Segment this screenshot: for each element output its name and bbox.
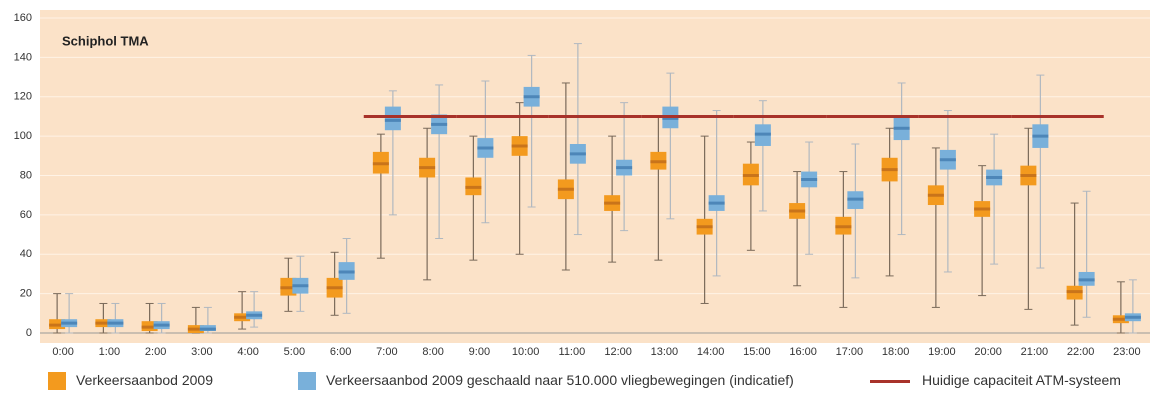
x-tick-label: 17:00 — [836, 346, 864, 358]
legend-swatch — [298, 372, 316, 390]
legend-swatch — [48, 372, 66, 390]
x-tick-label: 2:00 — [145, 346, 166, 358]
x-tick-label: 10:00 — [512, 346, 540, 358]
x-tick-label: 12:00 — [604, 346, 632, 358]
x-tick-label: 3:00 — [191, 346, 212, 358]
plot-background — [40, 10, 1150, 343]
y-tick-label: 20 — [20, 288, 32, 300]
chart-title: Schiphol TMA — [62, 33, 149, 48]
x-tick-label: 5:00 — [284, 346, 305, 358]
y-tick-label: 80 — [20, 169, 32, 181]
x-tick-label: 13:00 — [651, 346, 679, 358]
y-tick-label: 0 — [26, 327, 32, 339]
x-tick-label: 16:00 — [789, 346, 817, 358]
x-tick-label: 7:00 — [376, 346, 397, 358]
y-tick-label: 100 — [14, 130, 32, 142]
y-tick-label: 120 — [14, 91, 32, 103]
legend-label: Verkeersaanbod 2009 geschaald naar 510.0… — [326, 372, 794, 388]
legend-label: Huidige capaciteit ATM-systeem — [922, 372, 1121, 388]
legend-swatch — [870, 380, 910, 383]
y-tick-label: 40 — [20, 248, 32, 260]
legend-item: Verkeersaanbod 2009 geschaald naar 510.0… — [298, 372, 818, 390]
y-tick-label: 160 — [14, 12, 32, 24]
x-tick-label: 15:00 — [743, 346, 771, 358]
y-tick-label: 60 — [20, 209, 32, 221]
x-tick-label: 11:00 — [559, 346, 586, 358]
legend-item: Verkeersaanbod 2009 — [48, 372, 213, 390]
x-tick-label: 8:00 — [422, 346, 443, 358]
x-tick-label: 19:00 — [928, 346, 956, 358]
x-tick-label: 22:00 — [1067, 346, 1095, 358]
x-tick-label: 21:00 — [1021, 346, 1049, 358]
x-tick-label: 6:00 — [330, 346, 351, 358]
x-tick-label: 1:00 — [99, 346, 120, 358]
x-tick-label: 9:00 — [469, 346, 490, 358]
legend-label: Verkeersaanbod 2009 — [76, 372, 213, 388]
x-tick-label: 4:00 — [237, 346, 258, 358]
box — [384, 106, 401, 131]
x-tick-label: 0:00 — [52, 346, 73, 358]
y-tick-label: 140 — [14, 51, 32, 63]
legend-item: Huidige capaciteit ATM-systeem — [870, 372, 1121, 388]
x-tick-label: 14:00 — [697, 346, 725, 358]
chart: Schiphol TMA 0 20 40 60 80 100 120 140 160 0:00 1:… — [14, 10, 1150, 358]
x-tick-label: 18:00 — [882, 346, 910, 358]
x-tick-label: 20:00 — [974, 346, 1002, 358]
x-tick-label: 23:00 — [1113, 346, 1141, 358]
